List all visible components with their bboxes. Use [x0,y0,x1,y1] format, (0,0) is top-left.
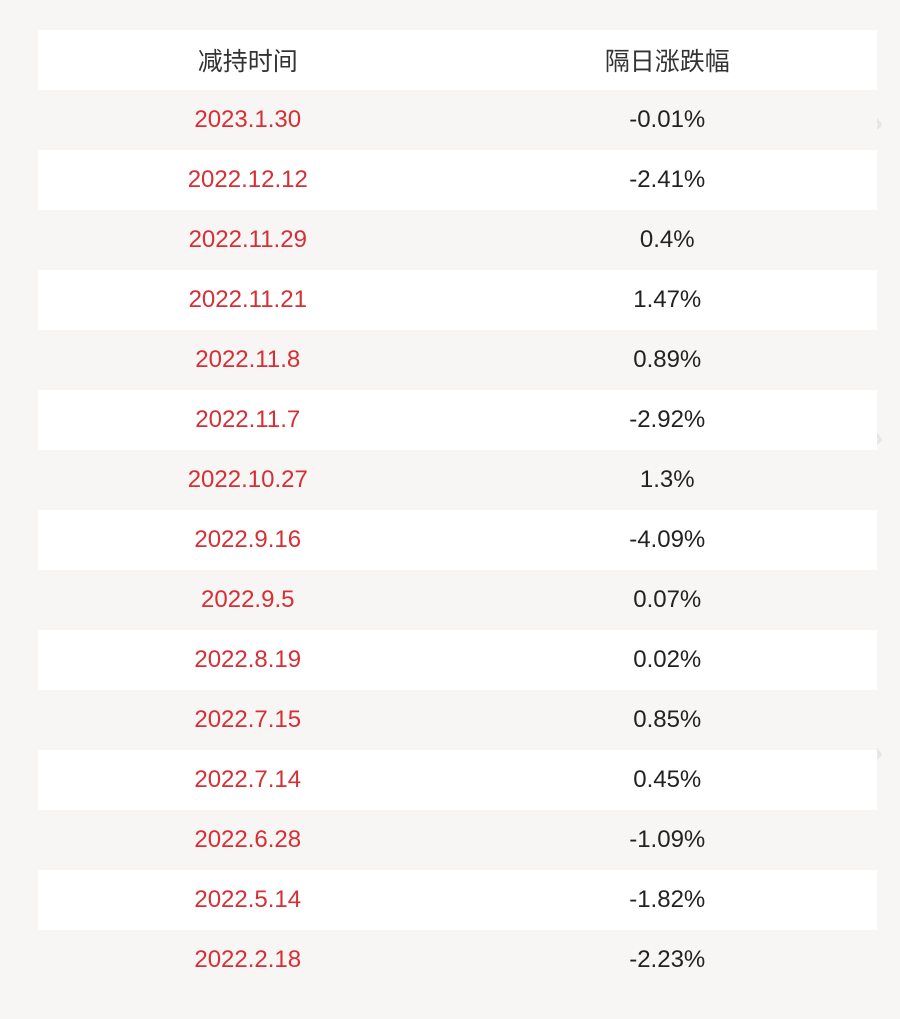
table-row: 2022.10.27 1.3% [38,450,877,510]
table-row: 2022.6.28 -1.09% [38,810,877,870]
change-cell: -0.01% [629,106,706,133]
date-cell: 2022.7.14 [194,766,302,793]
date-cell: 2022.11.7 [195,406,301,433]
header-change: 隔日涨跌幅 [604,48,730,76]
date-cell: 2022.12.12 [187,166,308,193]
date-cell: 2022.2.18 [194,946,302,973]
table-row: 2023.1.30 -0.01% [38,90,877,150]
date-cell: 2022.11.21 [188,286,307,313]
date-cell: 2022.9.5 [201,586,295,613]
change-cell: 1.3% [639,466,695,493]
date-cell: 2022.10.27 [187,466,308,493]
date-cell: 2022.11.8 [195,346,301,373]
table-row: 2022.11.7 -2.92% [38,390,877,450]
table-row: 2022.12.12 -2.41% [38,150,877,210]
change-cell: -1.09% [629,826,706,853]
table-row: 2022.11.29 0.4% [38,210,877,270]
table-row: 2022.7.14 0.45% [38,750,877,810]
change-cell: 1.47% [633,286,702,313]
change-cell: -2.23% [629,946,706,973]
table-row: 2022.11.8 0.89% [38,330,877,390]
table-header-row: 减持时间 隔日涨跌幅 [38,30,877,90]
date-cell: 2022.8.19 [194,646,302,673]
table-row: 2022.5.14 -1.82% [38,870,877,930]
change-cell: 0.89% [633,346,702,373]
change-cell: 0.4% [639,226,695,253]
date-cell: 2022.6.28 [194,826,302,853]
change-cell: 0.45% [633,766,702,793]
table-row: 2022.8.19 0.02% [38,630,877,690]
table-row: 2022.2.18 -2.23% [38,930,877,990]
change-cell: 0.02% [633,646,702,673]
change-cell: 0.07% [633,586,702,613]
date-cell: 2022.9.16 [194,526,302,553]
table-row: 2022.11.21 1.47% [38,270,877,330]
reduction-table: 减持时间 隔日涨跌幅 2023.1.30 -0.01% 2022.12.12 -… [38,30,877,990]
change-cell: -4.09% [629,526,706,553]
change-cell: -1.82% [629,886,706,913]
date-cell: 2022.11.29 [188,226,307,253]
table-row: 2022.9.16 -4.09% [38,510,877,570]
date-cell: 2022.5.14 [194,886,302,913]
change-cell: -2.92% [629,406,706,433]
table-row: 2022.9.5 0.07% [38,570,877,630]
change-cell: 0.85% [633,706,702,733]
header-date: 减持时间 [197,48,298,76]
table-row: 2022.7.15 0.85% [38,690,877,750]
date-cell: 2023.1.30 [194,106,302,133]
date-cell: 2022.7.15 [194,706,302,733]
change-cell: -2.41% [629,166,706,193]
